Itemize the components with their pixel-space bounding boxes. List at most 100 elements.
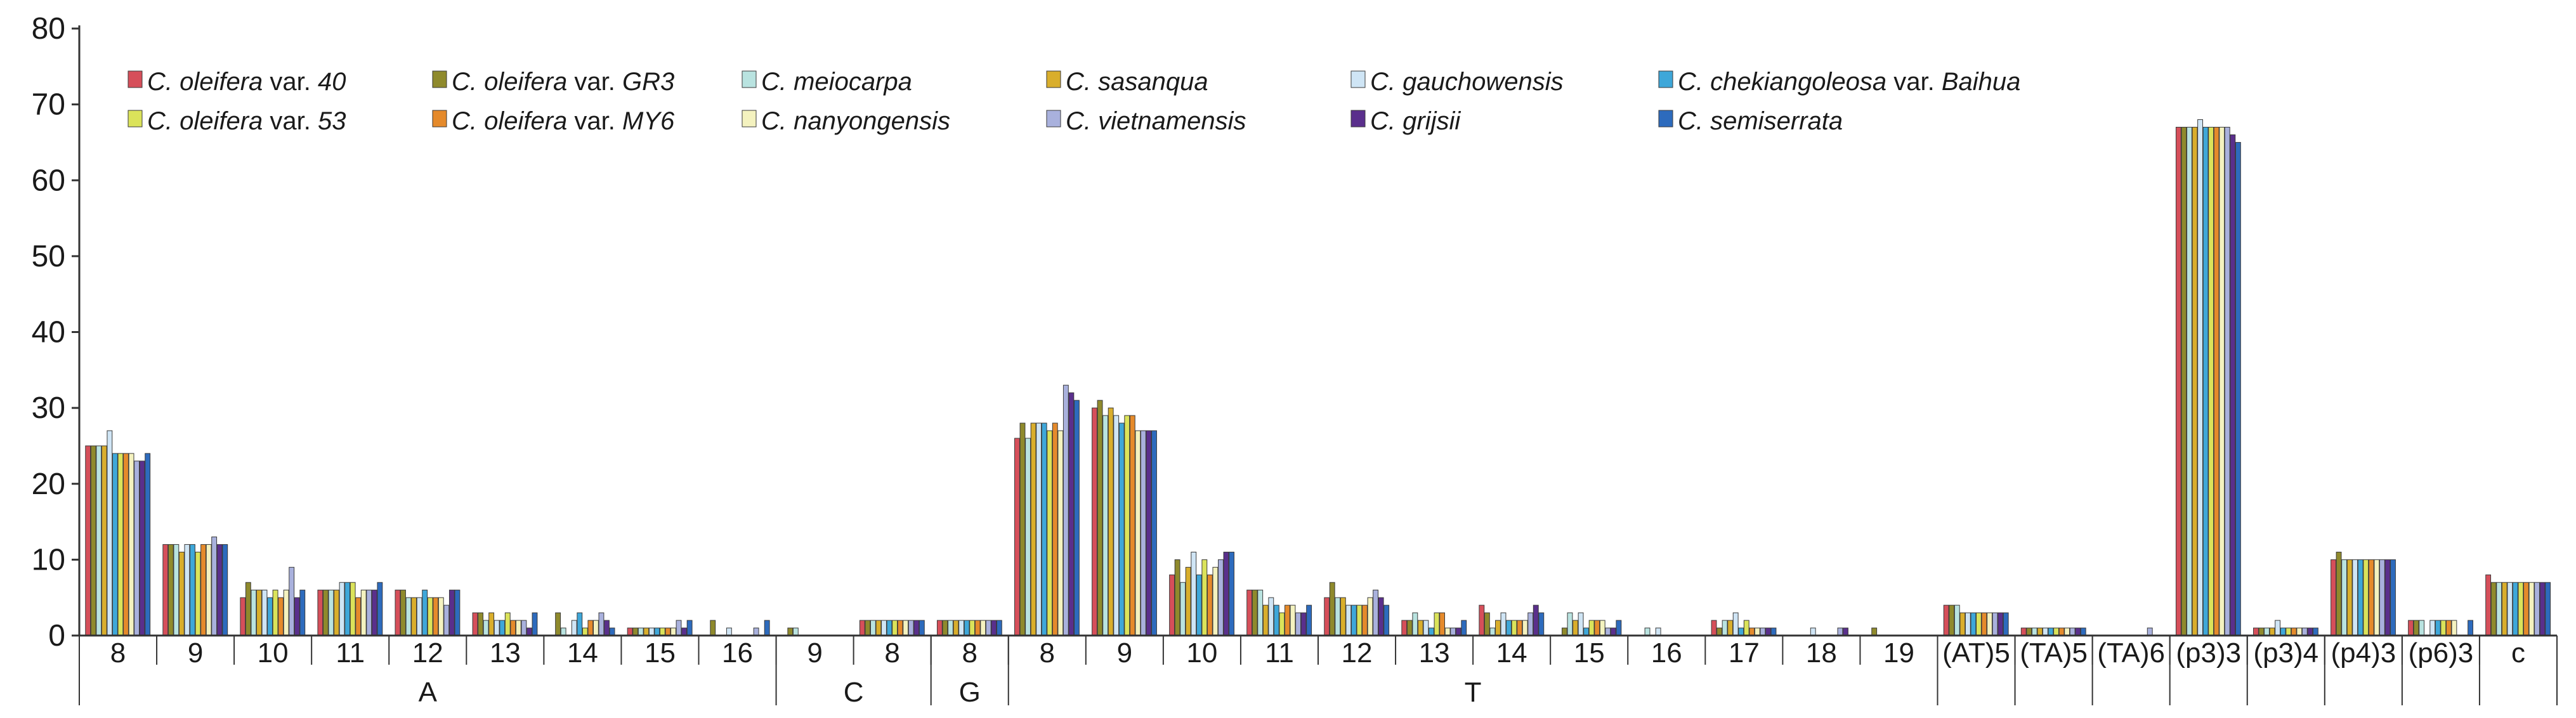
bar bbox=[2224, 127, 2230, 636]
bar bbox=[2419, 620, 2425, 636]
legend-entry: C. semiserrata bbox=[1678, 107, 1843, 135]
bar bbox=[1588, 620, 1595, 636]
bar bbox=[870, 620, 876, 636]
bar bbox=[2075, 627, 2081, 636]
bar bbox=[2336, 551, 2342, 636]
bar bbox=[443, 604, 450, 636]
bar bbox=[178, 551, 185, 636]
bar bbox=[2213, 127, 2220, 636]
legend-entry: C. vietnamensis bbox=[1066, 107, 1246, 135]
bar bbox=[1036, 422, 1042, 636]
bar bbox=[128, 453, 134, 636]
bar bbox=[1151, 430, 1157, 636]
bar bbox=[206, 544, 212, 636]
bar bbox=[1511, 620, 1517, 636]
bar bbox=[328, 589, 334, 636]
legend-entry-part: C. nanyongensis bbox=[761, 107, 950, 135]
legend-entry-part: var. bbox=[1886, 68, 1942, 96]
bar bbox=[1212, 566, 1219, 636]
bar bbox=[1760, 627, 1766, 636]
legend-entry-part: GR3 bbox=[622, 68, 674, 96]
bar bbox=[2269, 627, 2275, 636]
bar bbox=[433, 597, 439, 636]
bar bbox=[2275, 620, 2281, 636]
bar bbox=[112, 453, 118, 636]
x-tick-label: 16 bbox=[722, 637, 753, 669]
x-tick-label: 8 bbox=[110, 637, 126, 669]
legend-entry-part: 40 bbox=[318, 68, 346, 96]
bar bbox=[366, 589, 372, 636]
legend-entry-part: var. bbox=[567, 107, 622, 135]
bar bbox=[919, 620, 925, 636]
bars bbox=[85, 119, 2551, 636]
bar bbox=[2413, 620, 2419, 636]
bar bbox=[377, 582, 383, 636]
bar bbox=[1146, 430, 1152, 636]
bar bbox=[942, 620, 948, 636]
bar bbox=[1533, 604, 1539, 636]
bar bbox=[371, 589, 377, 636]
bar bbox=[1727, 620, 1734, 636]
y-tick-label: 50 bbox=[32, 240, 65, 273]
bar bbox=[676, 620, 682, 636]
bar bbox=[555, 612, 561, 636]
bar bbox=[2037, 627, 2043, 636]
bar bbox=[2208, 127, 2214, 636]
bar bbox=[400, 589, 406, 636]
bar bbox=[1019, 422, 1026, 636]
legend-entry-part: C. oleifera bbox=[147, 107, 263, 135]
bar bbox=[2026, 627, 2032, 636]
bar bbox=[1517, 620, 1523, 636]
bar bbox=[1583, 627, 1590, 636]
bar bbox=[1871, 627, 1878, 636]
bar bbox=[261, 589, 268, 636]
bar bbox=[2253, 627, 2259, 636]
bar bbox=[2408, 620, 2414, 636]
bar bbox=[1329, 582, 1335, 636]
bar bbox=[969, 620, 976, 636]
bar bbox=[2064, 627, 2070, 636]
bar bbox=[411, 597, 417, 636]
x-tick-label: 13 bbox=[1419, 637, 1450, 669]
bar bbox=[1489, 627, 1496, 636]
bar bbox=[1108, 407, 1114, 636]
bar bbox=[710, 620, 716, 636]
bar bbox=[1206, 574, 1213, 636]
bar bbox=[2485, 574, 2492, 636]
legend-entry: C. chekiangoleosa var. Baihua bbox=[1678, 68, 2020, 96]
bar bbox=[886, 620, 892, 636]
bar bbox=[582, 627, 588, 636]
bar bbox=[1738, 627, 1744, 636]
group-label: G bbox=[959, 677, 981, 708]
bar bbox=[427, 597, 433, 636]
bar bbox=[1949, 604, 1955, 636]
x-tick-label: 11 bbox=[336, 637, 365, 669]
bar bbox=[504, 612, 511, 636]
bar bbox=[1522, 620, 1528, 636]
bar bbox=[1992, 612, 1998, 636]
bar bbox=[1118, 422, 1125, 636]
bar bbox=[1429, 627, 1434, 636]
x-tick-label: (p4)3 bbox=[2331, 637, 2396, 669]
bar bbox=[422, 589, 428, 636]
legend-entry-part: MY6 bbox=[622, 107, 675, 135]
bar bbox=[499, 620, 506, 636]
bar bbox=[2031, 627, 2037, 636]
legend-swatch bbox=[1046, 70, 1061, 88]
bar bbox=[2352, 559, 2358, 636]
bar bbox=[1362, 604, 1368, 636]
x-tick-label: 17 bbox=[1729, 637, 1760, 669]
bar bbox=[974, 620, 981, 636]
bar bbox=[1041, 422, 1047, 636]
bar bbox=[222, 544, 228, 636]
legend-swatch bbox=[742, 110, 757, 127]
x-tick-label: c bbox=[2511, 637, 2525, 669]
bar bbox=[90, 445, 96, 636]
x-tick-label: 9 bbox=[807, 637, 822, 669]
bar bbox=[2187, 127, 2192, 636]
bar bbox=[294, 597, 300, 636]
bar bbox=[2390, 559, 2396, 636]
legend-entry: C. oleifera var. GR3 bbox=[452, 68, 674, 96]
bar bbox=[1201, 559, 1208, 636]
bar bbox=[764, 620, 770, 636]
